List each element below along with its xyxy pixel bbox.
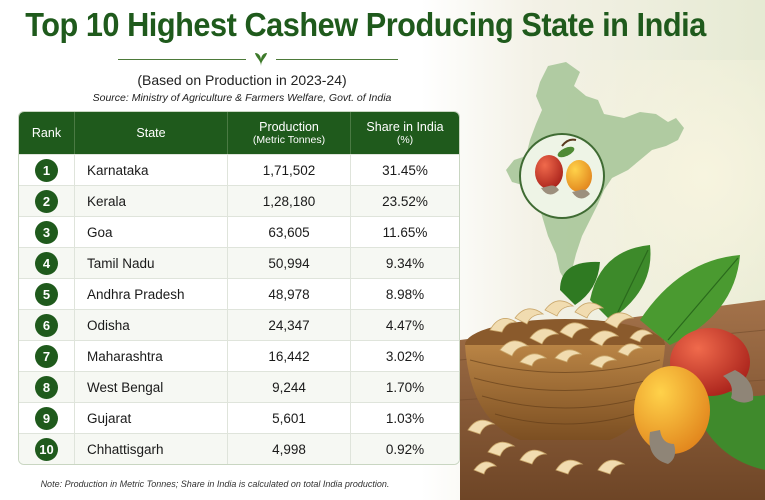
rank-badge: 9 xyxy=(35,406,58,430)
share-cell: 4.47% xyxy=(385,317,425,333)
share-cell: 0.92% xyxy=(385,441,425,457)
table-row: 9 Gujarat 5,601 1.03% xyxy=(19,402,459,433)
production-table: Rank State Production (Metric Tonnes) Sh… xyxy=(18,111,460,465)
state-cell: Gujarat xyxy=(75,403,228,433)
title-divider-left xyxy=(118,59,246,60)
header-state: State xyxy=(75,112,228,154)
production-cell: 9,244 xyxy=(228,372,351,402)
production-cell: 16,442 xyxy=(228,341,351,371)
state-cell: Andhra Pradesh xyxy=(75,279,228,309)
table-row: 4 Tamil Nadu 50,994 9.34% xyxy=(19,247,459,278)
production-cell: 4,998 xyxy=(228,434,351,464)
leaf-icon xyxy=(255,53,267,66)
production-cell: 1,28,180 xyxy=(228,186,351,216)
state-cell: Chhattisgarh xyxy=(75,434,228,464)
table-body: 1 Karnataka 1,71,502 31.45% 2 Kerala 1,2… xyxy=(19,154,459,464)
production-cell: 1,71,502 xyxy=(228,155,351,185)
rank-badge: 8 xyxy=(35,375,58,399)
header-rank: Rank xyxy=(19,112,75,154)
production-cell: 24,347 xyxy=(228,310,351,340)
production-cell: 5,601 xyxy=(228,403,351,433)
table-row: 10 Chhattisgarh 4,998 0.92% xyxy=(19,433,459,464)
state-cell: Kerala xyxy=(75,186,228,216)
rank-badge: 2 xyxy=(35,189,58,213)
state-cell: Karnataka xyxy=(75,155,228,185)
share-cell: 23.52% xyxy=(382,193,428,209)
share-cell: 31.45% xyxy=(382,162,428,178)
state-cell: Odisha xyxy=(75,310,228,340)
share-cell: 1.70% xyxy=(385,379,425,395)
footnote: Note: Production in Metric Tonnes; Share… xyxy=(40,479,390,489)
state-cell: Tamil Nadu xyxy=(75,248,228,278)
table-row: 3 Goa 63,605 11.65% xyxy=(19,216,459,247)
share-cell: 1.03% xyxy=(385,410,425,426)
share-cell: 11.65% xyxy=(382,224,428,240)
subtitle: (Based on Production in 2023-24) xyxy=(137,72,347,88)
table-row: 7 Maharashtra 16,442 3.02% xyxy=(19,340,459,371)
title-divider-right xyxy=(276,59,398,60)
state-cell: Maharashtra xyxy=(75,341,228,371)
rank-badge: 1 xyxy=(35,158,58,182)
table-row: 6 Odisha 24,347 4.47% xyxy=(19,309,459,340)
rank-badge: 6 xyxy=(35,313,58,337)
table-row: 5 Andhra Pradesh 48,978 8.98% xyxy=(19,278,459,309)
table-row: 2 Kerala 1,28,180 23.52% xyxy=(19,185,459,216)
state-cell: West Bengal xyxy=(75,372,228,402)
share-cell: 3.02% xyxy=(385,348,425,364)
share-cell: 8.98% xyxy=(385,286,425,302)
table-row: 1 Karnataka 1,71,502 31.45% xyxy=(19,154,459,185)
production-cell: 50,994 xyxy=(228,248,351,278)
source-line: Source: Ministry of Agriculture & Farmer… xyxy=(92,92,392,104)
header-production: Production (Metric Tonnes) xyxy=(228,112,351,154)
header-share: Share in India (%) xyxy=(366,119,444,147)
page-title: Top 10 Highest Cashew Producing State in… xyxy=(25,6,706,43)
table-header: Rank State Production (Metric Tonnes) Sh… xyxy=(19,112,459,154)
rank-badge: 10 xyxy=(35,437,58,461)
rank-badge: 7 xyxy=(35,344,58,368)
rank-badge: 3 xyxy=(35,220,58,244)
rank-badge: 4 xyxy=(35,251,58,275)
table-row: 8 West Bengal 9,244 1.70% xyxy=(19,371,459,402)
rank-badge: 5 xyxy=(35,282,58,306)
state-cell: Goa xyxy=(75,217,228,247)
production-cell: 48,978 xyxy=(228,279,351,309)
share-cell: 9.34% xyxy=(385,255,425,271)
production-cell: 63,605 xyxy=(228,217,351,247)
